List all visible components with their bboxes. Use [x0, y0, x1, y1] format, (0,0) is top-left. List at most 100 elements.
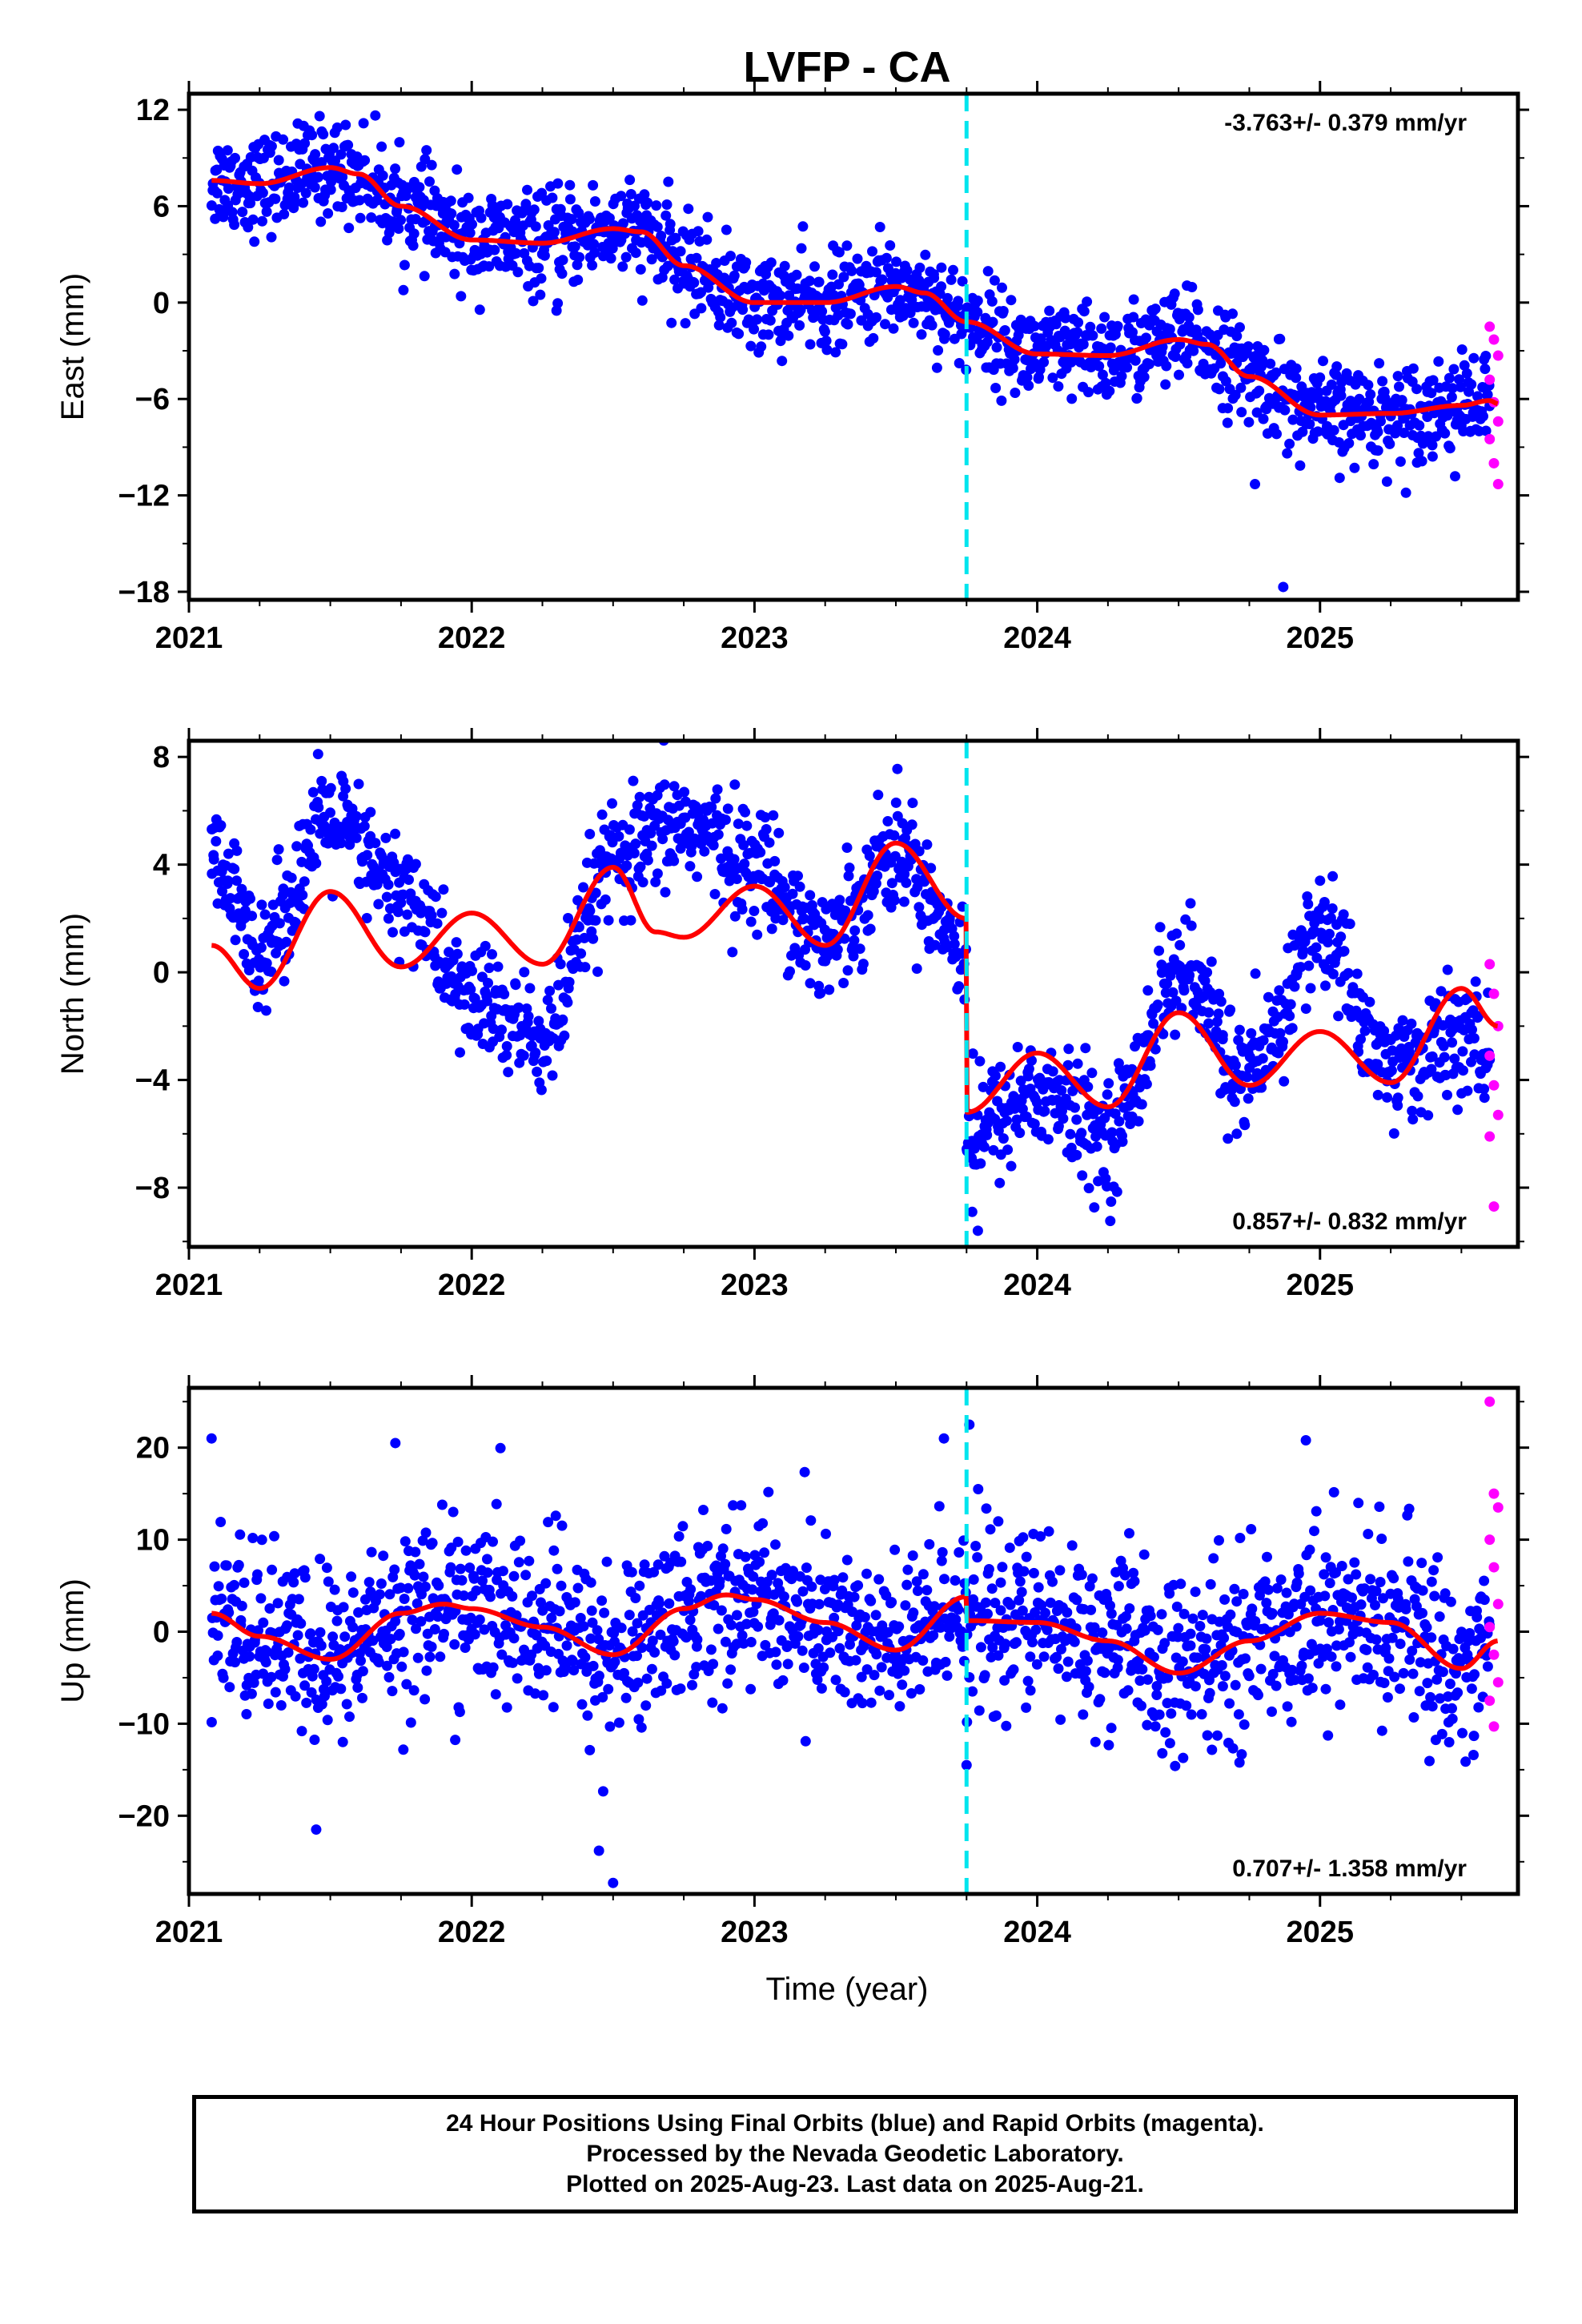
final-orbit-point: [589, 196, 600, 207]
final-orbit-point: [1231, 331, 1243, 342]
final-orbit-point: [1121, 1610, 1131, 1622]
final-orbit-point: [1296, 1660, 1307, 1671]
final-orbit-point: [791, 269, 802, 280]
final-orbit-point: [326, 176, 337, 187]
final-orbit-point: [1287, 1664, 1298, 1675]
final-orbit-point: [1177, 1656, 1188, 1667]
final-orbit-point: [934, 1501, 945, 1512]
final-orbit-point: [366, 212, 377, 223]
final-orbit-point: [1423, 1110, 1434, 1121]
final-orbit-point: [299, 1680, 311, 1691]
final-orbit-point: [215, 1517, 227, 1527]
final-orbit-point: [450, 1735, 461, 1746]
final-orbit-point: [448, 1506, 459, 1518]
final-orbit-point: [316, 1699, 327, 1710]
final-orbit-point: [305, 1628, 316, 1639]
x-tick-label: 2021: [155, 1269, 223, 1302]
final-orbit-point: [1047, 372, 1058, 384]
final-orbit-point: [916, 329, 927, 340]
final-orbit-point: [1361, 1644, 1372, 1655]
final-orbit-point: [1275, 1027, 1286, 1039]
final-orbit-point: [1365, 389, 1376, 400]
final-orbit-point: [713, 1623, 724, 1634]
final-orbit-point: [479, 1624, 490, 1635]
final-orbit-point: [392, 907, 404, 918]
final-orbit-point: [1333, 1011, 1344, 1022]
final-orbit-point: [1318, 356, 1328, 367]
final-orbit-point: [380, 832, 391, 843]
final-orbit-point: [351, 810, 362, 822]
final-orbit-point: [1282, 448, 1293, 459]
final-orbit-point: [633, 1714, 644, 1725]
final-orbit-point: [467, 965, 477, 976]
final-orbit-point: [1344, 1637, 1355, 1648]
final-orbit-point: [229, 863, 240, 875]
final-orbit-point: [1008, 1664, 1019, 1675]
final-orbit-point: [869, 1670, 880, 1681]
final-orbit-point: [1100, 1173, 1111, 1184]
final-orbit-point: [1363, 1529, 1374, 1539]
final-orbit-point: [885, 240, 896, 251]
final-orbit-point: [1139, 1625, 1150, 1636]
rapid-orbit-point: [1492, 1502, 1504, 1513]
final-orbit-point: [482, 1554, 492, 1565]
final-orbit-point: [864, 850, 875, 862]
final-orbit-point: [420, 154, 431, 165]
final-orbit-point: [338, 1602, 349, 1613]
final-orbit-point: [573, 922, 584, 933]
x-tick-label: 2021: [155, 1916, 223, 1949]
y-tick-label: −10: [118, 1707, 170, 1741]
final-orbit-point: [1355, 1599, 1367, 1610]
final-orbit-point: [1236, 1749, 1247, 1760]
final-orbit-point: [378, 1550, 389, 1562]
final-orbit-point: [616, 1622, 627, 1634]
rapid-orbit-point: [1488, 334, 1500, 345]
final-orbit-point: [592, 966, 603, 977]
final-orbit-point: [329, 1584, 340, 1595]
final-orbit-point: [1426, 1576, 1437, 1587]
final-orbit-point: [328, 143, 339, 154]
final-orbit-point: [794, 881, 805, 892]
final-orbit-point: [1286, 1716, 1297, 1727]
final-orbit-point: [620, 1692, 632, 1703]
final-orbit-point: [625, 915, 636, 926]
final-orbit-point: [512, 267, 524, 278]
final-orbit-point: [1186, 920, 1197, 931]
final-orbit-point: [1078, 339, 1089, 350]
final-orbit-point: [1467, 1024, 1477, 1035]
final-orbit-point: [1105, 342, 1116, 353]
final-orbit-point: [939, 1574, 950, 1585]
final-orbit-point: [1439, 1051, 1450, 1063]
final-orbit-point: [779, 260, 790, 271]
final-orbit-point: [1106, 1127, 1118, 1138]
final-orbit-point: [1421, 1622, 1432, 1633]
final-orbit-point: [871, 1649, 882, 1660]
final-orbit-point: [902, 1564, 913, 1575]
final-orbit-point: [760, 812, 771, 822]
final-orbit-point: [1083, 387, 1094, 398]
final-orbit-point: [936, 281, 947, 292]
final-orbit-point: [656, 1685, 667, 1696]
final-orbit-point: [769, 855, 781, 866]
final-orbit-point: [837, 339, 848, 350]
final-orbit-point: [712, 784, 723, 795]
final-orbit-point: [418, 1571, 429, 1582]
final-orbit-point: [299, 876, 310, 887]
final-orbit-point: [1335, 390, 1347, 401]
final-orbit-point: [827, 269, 838, 280]
final-orbit-point: [783, 330, 794, 341]
final-orbit-point: [402, 909, 413, 920]
final-orbit-point: [1243, 341, 1254, 352]
final-orbit-point: [469, 1629, 480, 1640]
rapid-orbit-point: [1488, 1721, 1500, 1732]
final-orbit-point: [628, 775, 639, 786]
final-orbit-point: [363, 1577, 375, 1588]
final-orbit-point: [1058, 1113, 1069, 1124]
final-orbit-point: [626, 1566, 637, 1578]
final-orbit-point: [720, 814, 731, 826]
final-orbit-point: [972, 296, 983, 306]
final-orbit-point: [830, 347, 841, 358]
final-orbit-point: [520, 199, 532, 210]
final-orbit-point: [1411, 1601, 1422, 1612]
final-orbit-point: [652, 868, 663, 879]
